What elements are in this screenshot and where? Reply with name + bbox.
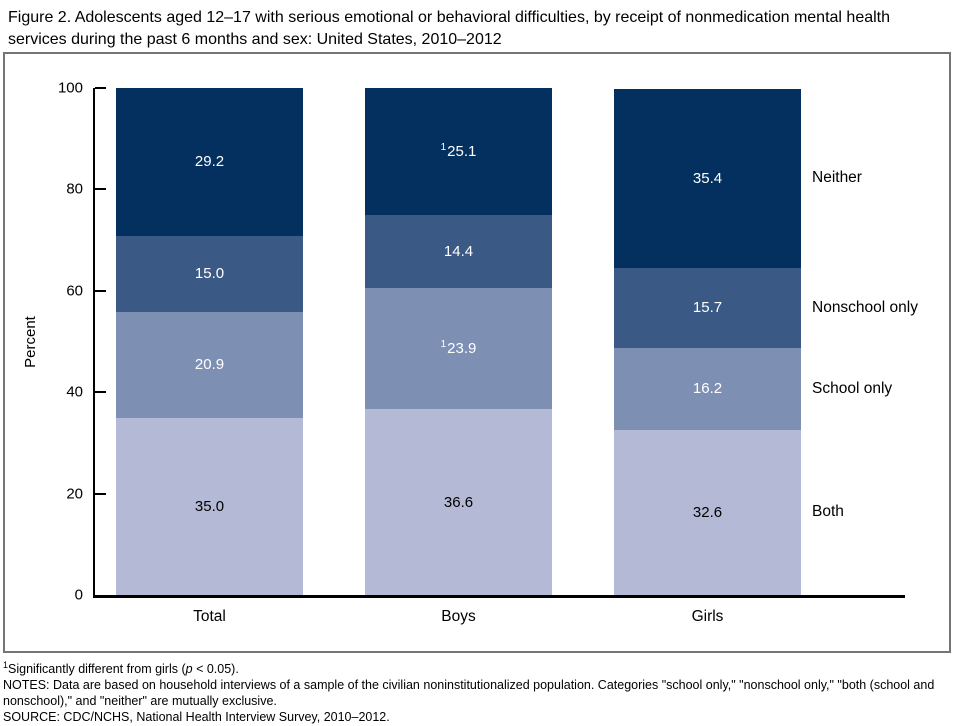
value-label: 16.2 (692, 380, 723, 398)
value-label: 15.7 (692, 299, 723, 317)
value-label: 35.0 (194, 497, 225, 515)
bar-segment: 20.9 (116, 311, 303, 418)
series-label: Both (812, 503, 844, 521)
y-tick-mark (95, 492, 106, 495)
bar-segment: 123.9 (365, 288, 552, 410)
x-category-label: Boys (441, 608, 476, 625)
y-tick-label: 60 (66, 282, 83, 300)
y-tick-label: 20 (66, 485, 83, 503)
series-label: School only (812, 379, 893, 397)
x-category-label: Girls (691, 608, 724, 625)
bar-segment: 35.0 (116, 417, 303, 595)
value-label: 14.4 (443, 243, 474, 261)
footnote-source: SOURCE: CDC/NCHS, National Health Interv… (3, 709, 390, 724)
x-category-label: Total (193, 608, 226, 625)
bar-segment: 36.6 (365, 409, 552, 595)
y-tick-label: 0 (74, 586, 83, 604)
bar-segment: 29.2 (116, 87, 303, 236)
value-label: 125.1 (440, 142, 477, 161)
y-tick-mark (95, 289, 106, 292)
bar-total: 35.0 20.9 15.0 29.2 (116, 87, 303, 595)
bar-segment: 125.1 (365, 88, 552, 216)
value-label: 32.6 (692, 503, 723, 521)
footnote-significance: 1Significantly different from girls (p <… (3, 660, 239, 677)
bar-segment: 15.0 (116, 235, 303, 312)
y-tick-label: 40 (66, 383, 83, 401)
bar-boys: 36.6 123.9 14.4 125.1 (365, 88, 552, 595)
footnotes: 1Significantly different from girls (p <… (3, 660, 953, 726)
y-axis-label: Percent (22, 315, 39, 368)
y-tick-mark (95, 391, 106, 394)
series-label: Neither (812, 169, 862, 187)
plot-area: Percent 0 20 40 60 80 100 35.0 20.9 15.0 29.2 Tota… (22, 80, 918, 626)
value-label: 20.9 (194, 356, 225, 374)
value-label: 36.6 (443, 493, 474, 511)
significance-marker: 1 (440, 142, 447, 154)
y-tick-label: 100 (57, 79, 83, 97)
value-label: 29.2 (194, 153, 225, 171)
footnote-sup: 1 (3, 660, 9, 670)
value-label: 15.0 (194, 265, 225, 283)
figure-title: Figure 2. Adolescents aged 12–17 with se… (8, 9, 891, 49)
bar-segment: 35.4 (614, 88, 801, 268)
bar-segment: 15.7 (614, 268, 801, 348)
y-tick-label: 80 (66, 180, 83, 198)
bar-segment: 16.2 (614, 347, 801, 430)
footnote-notes: NOTES: Data are based on household inter… (3, 678, 935, 708)
chart-box: Percent 0 20 40 60 80 100 35.0 20.9 15.0 29.2 Tota… (3, 52, 951, 653)
value-label: 123.9 (440, 339, 477, 358)
bar-girls: 32.6 16.2 15.7 35.4 (614, 88, 801, 595)
bar-segment: 32.6 (614, 429, 801, 595)
value-label: 35.4 (692, 169, 723, 187)
y-tick-mark (95, 87, 106, 89)
series-label: Nonschool only (812, 298, 918, 316)
significance-marker: 1 (440, 339, 447, 351)
bar-segment: 14.4 (365, 215, 552, 289)
y-tick-mark (95, 188, 106, 191)
